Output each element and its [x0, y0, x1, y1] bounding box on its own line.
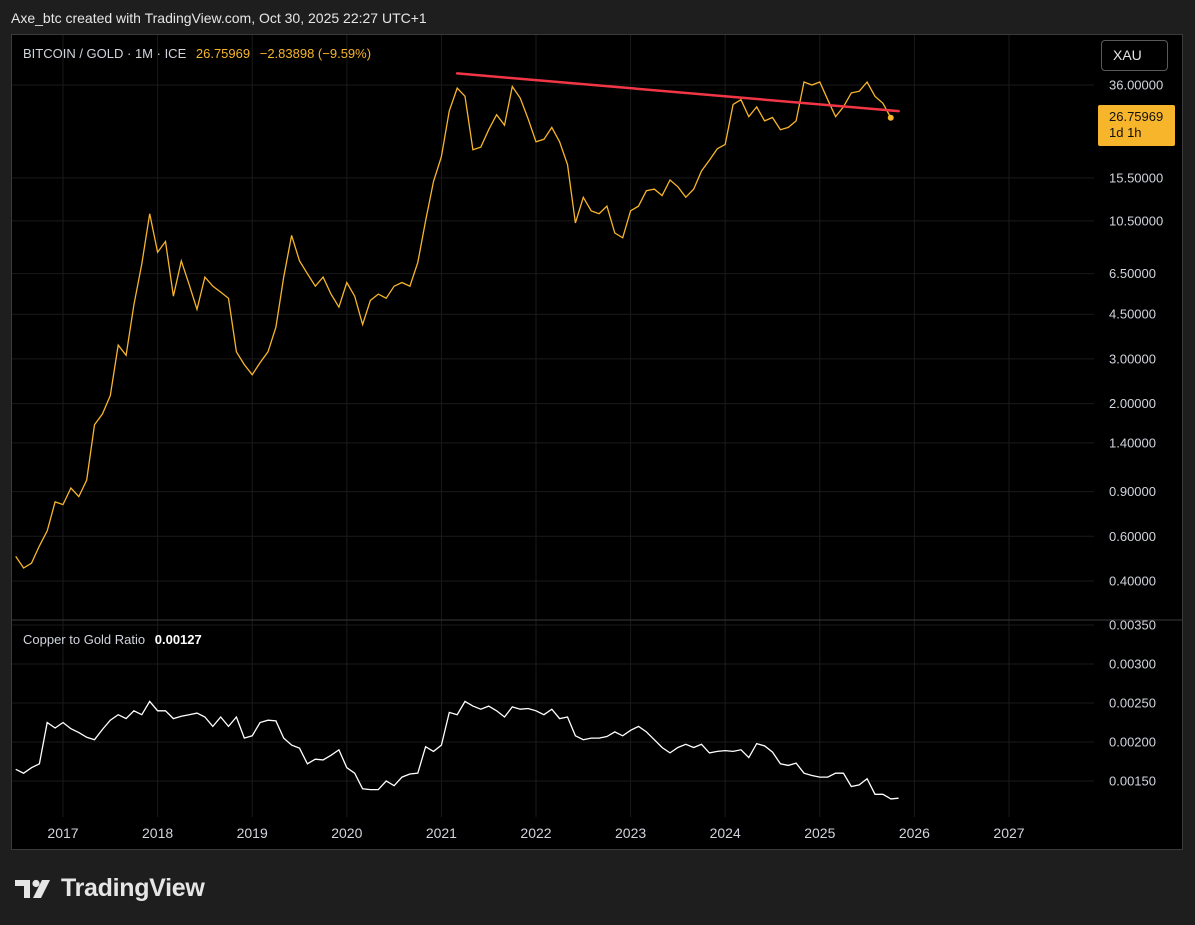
ratio-value: 0.00127	[154, 632, 202, 647]
time-axis-label: 2022	[520, 825, 551, 841]
time-axis-label: 2026	[899, 825, 930, 841]
ratio-pane-legend[interactable]: Copper to Gold Ratio 0.00127	[23, 632, 202, 647]
grid-lines	[12, 35, 1094, 817]
ratio-axis-label: 0.00300	[1109, 657, 1156, 672]
time-axis-label: 2023	[615, 825, 646, 841]
symbol-label[interactable]: BITCOIN / GOLD · 1M · ICE	[23, 46, 187, 61]
btc-gold-price-line	[15, 80, 892, 569]
last-price-tag-value: 26.75969	[1109, 109, 1164, 124]
time-axis-label: 2019	[237, 825, 268, 841]
price-change-value: −2.83898 (−9.59%)	[259, 46, 372, 61]
chart-canvas[interactable]: 36.00000 15.50000 10.50000 6.50000 4.50000 3.…	[12, 35, 1182, 849]
chart-attribution-header: Axe_btc created with TradingView.com, Oc…	[11, 10, 427, 26]
ratio-axis-label: 0.00200	[1109, 735, 1156, 750]
price-axis-label: 4.50000	[1109, 307, 1156, 322]
chart-background	[12, 35, 1182, 849]
copper-gold-ratio-line	[15, 700, 899, 800]
time-axis-label: 2020	[331, 825, 362, 841]
price-axis-label: 2.00000	[1109, 396, 1156, 411]
time-axis-label: 2018	[142, 825, 173, 841]
last-price-tag: 26.75969 1d 1h	[1098, 105, 1175, 146]
time-axis-label: 2025	[804, 825, 835, 841]
time-axis-label: 2021	[426, 825, 457, 841]
price-axis-label: 0.40000	[1109, 574, 1156, 589]
price-axis-label: 6.50000	[1109, 266, 1156, 281]
tradingview-logo[interactable]: TradingView	[15, 874, 205, 902]
time-axis-label: 2024	[710, 825, 741, 841]
price-axis-label: 15.50000	[1109, 170, 1163, 185]
brand-name: TradingView	[61, 873, 205, 902]
currency-unit-button[interactable]: XAU	[1101, 40, 1168, 71]
ratio-axis-label: 0.00250	[1109, 696, 1156, 711]
chart-frame[interactable]: 36.00000 15.50000 10.50000 6.50000 4.50000 3.…	[11, 34, 1183, 850]
price-axis-label: 10.50000	[1109, 213, 1163, 228]
price-axis-label: 1.40000	[1109, 435, 1156, 450]
time-axis-label: 2017	[47, 825, 78, 841]
ratio-axis-label: 0.00150	[1109, 774, 1156, 789]
ratio-axis-label: 0.00350	[1109, 618, 1156, 633]
time-axis-label: 2027	[993, 825, 1024, 841]
price-axis-label: 3.00000	[1109, 351, 1156, 366]
price-axis-label: 0.90000	[1109, 484, 1156, 499]
resistance-trend-line	[455, 72, 900, 113]
last-price-value: 26.75969	[195, 46, 251, 61]
tradingview-logo-icon	[15, 879, 50, 898]
ratio-name-label[interactable]: Copper to Gold Ratio	[23, 632, 146, 647]
main-series-legend[interactable]: BITCOIN / GOLD · 1M · ICE 26.75969 −2.83…	[23, 46, 371, 61]
price-axis-label: 36.00000	[1109, 78, 1163, 93]
price-axis-label: 0.60000	[1109, 529, 1156, 544]
bar-countdown: 1d 1h	[1109, 125, 1142, 140]
last-price-dot	[887, 114, 894, 121]
